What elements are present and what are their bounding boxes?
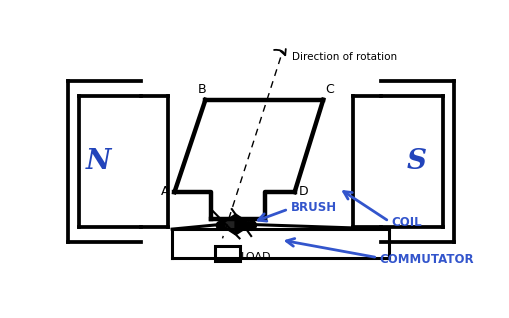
Text: C: C <box>325 83 334 96</box>
Text: N: N <box>86 148 111 175</box>
Text: A: A <box>161 185 169 198</box>
Bar <box>215 246 240 261</box>
Text: LOAD: LOAD <box>241 252 272 262</box>
Text: COIL: COIL <box>391 217 422 230</box>
Text: BRUSH: BRUSH <box>291 201 337 214</box>
Polygon shape <box>220 214 236 234</box>
Text: B: B <box>197 83 206 96</box>
Text: S: S <box>406 148 426 175</box>
Text: D: D <box>299 185 308 198</box>
Polygon shape <box>236 214 251 234</box>
Text: Direction of rotation: Direction of rotation <box>292 52 398 62</box>
Text: COMMUTATOR: COMMUTATOR <box>380 252 474 266</box>
